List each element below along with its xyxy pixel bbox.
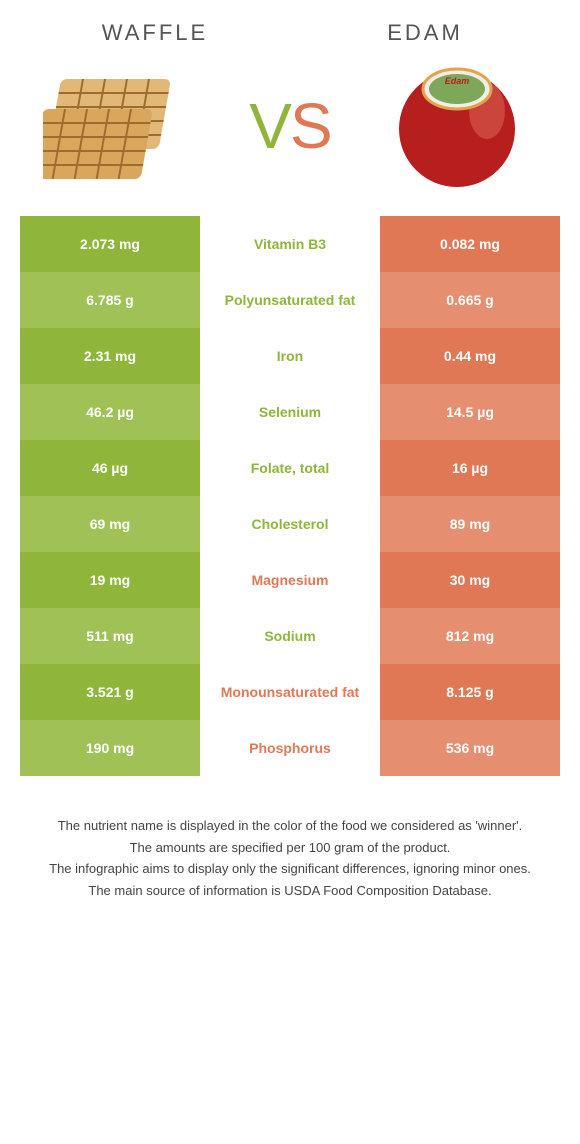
svg-text:Edam: Edam	[445, 76, 470, 86]
edam-image: Edam	[377, 66, 537, 186]
value-right: 0.082 mg	[380, 216, 560, 272]
footer-line: The amounts are specified per 100 gram o…	[30, 838, 550, 858]
nutrient-name: Monounsaturated fat	[200, 664, 380, 720]
table-row: 190 mgPhosphorus536 mg	[20, 720, 560, 776]
vs-s: S	[290, 90, 331, 162]
value-left: 6.785 g	[20, 272, 200, 328]
nutrient-name: Magnesium	[200, 552, 380, 608]
value-right: 89 mg	[380, 496, 560, 552]
nutrient-name: Folate, total	[200, 440, 380, 496]
nutrient-table: 2.073 mgVitamin B30.082 mg6.785 gPolyuns…	[20, 216, 560, 776]
nutrient-name: Polyunsaturated fat	[200, 272, 380, 328]
table-row: 46 µgFolate, total16 µg	[20, 440, 560, 496]
footer-line: The nutrient name is displayed in the co…	[30, 816, 550, 836]
food-title-right: Edam	[304, 20, 547, 46]
nutrient-name: Vitamin B3	[200, 216, 380, 272]
nutrient-name: Sodium	[200, 608, 380, 664]
value-right: 14.5 µg	[380, 384, 560, 440]
vs-v: V	[249, 90, 290, 162]
nutrient-name: Iron	[200, 328, 380, 384]
footer-notes: The nutrient name is displayed in the co…	[30, 816, 550, 900]
nutrient-name: Selenium	[200, 384, 380, 440]
table-row: 19 mgMagnesium30 mg	[20, 552, 560, 608]
table-row: 69 mgCholesterol89 mg	[20, 496, 560, 552]
value-right: 8.125 g	[380, 664, 560, 720]
table-row: 2.073 mgVitamin B30.082 mg	[20, 216, 560, 272]
table-row: 46.2 µgSelenium14.5 µg	[20, 384, 560, 440]
value-left: 511 mg	[20, 608, 200, 664]
infographic-container: Waffle Edam	[0, 0, 580, 900]
footer-line: The infographic aims to display only the…	[30, 859, 550, 879]
food-title-left: Waffle	[34, 20, 277, 46]
value-left: 2.31 mg	[20, 328, 200, 384]
value-left: 2.073 mg	[20, 216, 200, 272]
table-row: 3.521 gMonounsaturated fat8.125 g	[20, 664, 560, 720]
table-row: 6.785 gPolyunsaturated fat0.665 g	[20, 272, 560, 328]
value-left: 19 mg	[20, 552, 200, 608]
value-left: 190 mg	[20, 720, 200, 776]
table-row: 2.31 mgIron0.44 mg	[20, 328, 560, 384]
nutrient-name: Cholesterol	[200, 496, 380, 552]
value-right: 812 mg	[380, 608, 560, 664]
value-left: 69 mg	[20, 496, 200, 552]
vs-label: VS	[249, 89, 330, 163]
value-left: 46.2 µg	[20, 384, 200, 440]
value-left: 3.521 g	[20, 664, 200, 720]
header: Waffle Edam	[0, 0, 580, 56]
value-left: 46 µg	[20, 440, 200, 496]
value-right: 536 mg	[380, 720, 560, 776]
footer-line: The main source of information is USDA F…	[30, 881, 550, 901]
value-right: 0.665 g	[380, 272, 560, 328]
table-row: 511 mgSodium812 mg	[20, 608, 560, 664]
images-row: VS Edam	[0, 56, 580, 216]
waffle-image	[43, 66, 203, 186]
value-right: 0.44 mg	[380, 328, 560, 384]
nutrient-name: Phosphorus	[200, 720, 380, 776]
value-right: 30 mg	[380, 552, 560, 608]
value-right: 16 µg	[380, 440, 560, 496]
